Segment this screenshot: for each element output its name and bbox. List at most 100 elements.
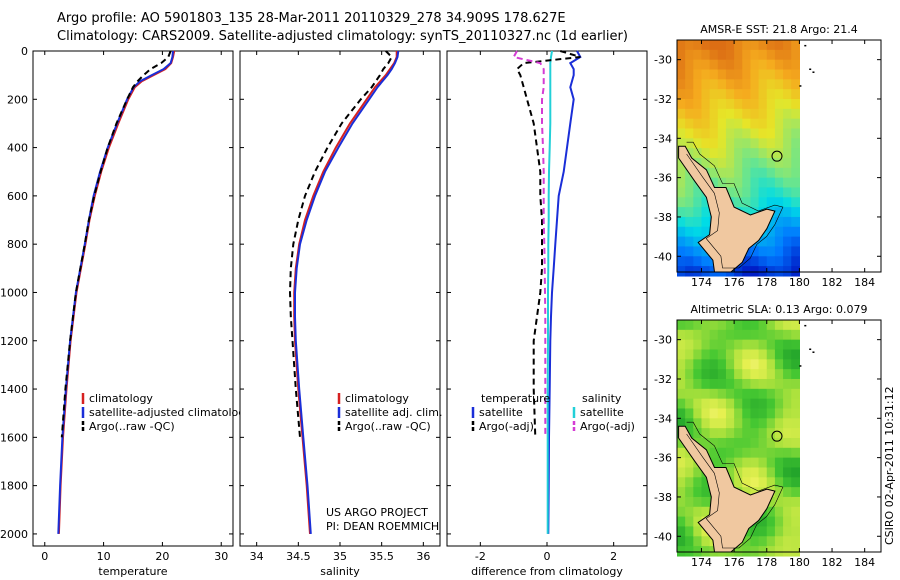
sla_map-cell xyxy=(766,496,776,508)
sst_map-cell xyxy=(677,89,686,100)
sst_map-cell xyxy=(766,79,776,90)
sla_map-cell xyxy=(717,339,727,351)
sst_map-cell xyxy=(791,79,800,90)
sst_map-cell xyxy=(774,69,784,80)
sla_map-cell xyxy=(758,428,768,439)
sla_map-cell xyxy=(750,339,760,351)
sla_map-cell xyxy=(791,487,800,498)
sla_map-cell xyxy=(774,506,784,518)
sla_map-cell xyxy=(783,428,792,439)
sst_map-cell xyxy=(742,128,752,139)
sla_map-cell xyxy=(709,408,719,419)
sst_map-cell xyxy=(774,266,784,277)
sst_map-cell xyxy=(750,246,760,257)
sla_map-cell xyxy=(791,359,800,370)
sst_map-cell xyxy=(766,59,776,71)
sst_map-cell xyxy=(766,69,776,80)
sst_map-cell xyxy=(693,40,703,51)
sst_map-cell xyxy=(750,89,760,100)
sst_map-cell xyxy=(685,138,694,149)
sst_map-cell xyxy=(783,236,792,248)
sla_map-cell xyxy=(701,369,711,380)
sla_map-cell xyxy=(791,388,800,400)
sst_map-cell xyxy=(709,49,719,61)
sla_map-cell xyxy=(791,457,800,469)
sst_map-cell xyxy=(774,138,784,149)
sla_map-cell xyxy=(693,496,703,508)
sst_map-cell xyxy=(701,108,711,120)
sla_map-ytick-label: -32 xyxy=(654,373,672,386)
sst_map-ytick-label: -38 xyxy=(654,211,672,224)
sla_map-cell xyxy=(791,320,800,331)
sst_map-cell xyxy=(766,167,776,179)
sst_map-cell xyxy=(783,197,792,208)
sla_map-cell xyxy=(742,418,752,429)
sst_map-cell xyxy=(742,187,752,198)
sst_map-cell xyxy=(774,167,784,179)
sst_map-cell xyxy=(791,157,800,169)
sla_map-cell xyxy=(734,428,743,439)
sst_map-cell xyxy=(725,108,735,120)
sla_map-cell xyxy=(758,329,768,341)
sla_map-cell xyxy=(677,359,686,370)
sla_map-cell xyxy=(693,477,703,488)
sla_map-cell xyxy=(791,428,800,439)
sla_map-cell xyxy=(791,546,800,557)
sla_map-cell xyxy=(783,378,792,390)
sla_map-cell xyxy=(685,477,694,488)
sla_map-xtick-label: 180 xyxy=(789,556,810,569)
sst_map-cell xyxy=(734,69,743,80)
sla_map-cell xyxy=(693,339,703,351)
sla_map-cell xyxy=(774,457,784,469)
sst_map-cell xyxy=(766,197,776,208)
sla_map-cell xyxy=(685,526,694,537)
sla_map-cell xyxy=(783,516,792,528)
sst_map-cell xyxy=(734,177,743,189)
sst_map-cell xyxy=(791,256,800,267)
sst_map-cell xyxy=(677,246,686,257)
sla_map-cell xyxy=(774,388,784,400)
sst_map-cell xyxy=(701,226,711,238)
sst_map-cell xyxy=(750,69,760,80)
sla_map-cell xyxy=(758,467,768,478)
sla_map-cell xyxy=(701,418,711,429)
sst_map-cell xyxy=(774,187,784,198)
sst_map-cell xyxy=(701,216,711,228)
sst_map-cell xyxy=(701,148,711,159)
sst_map-cell xyxy=(734,197,743,208)
sst_map-cell xyxy=(709,167,719,179)
sla_map-cell xyxy=(677,457,686,469)
sst_map-cell xyxy=(701,197,711,208)
sla_map-cell xyxy=(725,320,735,331)
sst_map-cell xyxy=(742,89,752,100)
sst_map-cell xyxy=(791,69,800,80)
sla_map-islet xyxy=(799,365,802,367)
sla_map-cell xyxy=(734,320,743,331)
sst_map-cell xyxy=(693,138,703,149)
sla_map-cell xyxy=(709,349,719,360)
sst_map-cell xyxy=(717,148,727,159)
sst_map-cell xyxy=(685,49,694,61)
sst_map-cell xyxy=(750,138,760,149)
sst_map-cell xyxy=(783,177,792,189)
sla_map-cell xyxy=(685,369,694,380)
sla_map-cell xyxy=(677,546,686,557)
salinity-xtick-label: 34 xyxy=(250,550,264,563)
sst_map-cell xyxy=(742,79,752,90)
sla_map-cell xyxy=(742,546,752,557)
sla_map-cell xyxy=(693,516,703,528)
temperature-series-argo xyxy=(60,50,172,438)
difference-series-magenta xyxy=(512,50,547,438)
difference-series-argo xyxy=(515,50,581,438)
sst_map-cell xyxy=(791,216,800,228)
sst_map-cell xyxy=(734,79,743,90)
sla_map-cell xyxy=(758,349,768,360)
sst_map-cell xyxy=(677,207,686,218)
sst_map-cell xyxy=(701,59,711,71)
sst_map-cell xyxy=(701,138,711,149)
sla_map-cell xyxy=(750,526,760,537)
sla_map-cell xyxy=(791,477,800,488)
sla_map-cell xyxy=(791,339,800,351)
salinity-xtick-label: 34.5 xyxy=(286,550,311,563)
sla_map-cell xyxy=(677,378,686,390)
